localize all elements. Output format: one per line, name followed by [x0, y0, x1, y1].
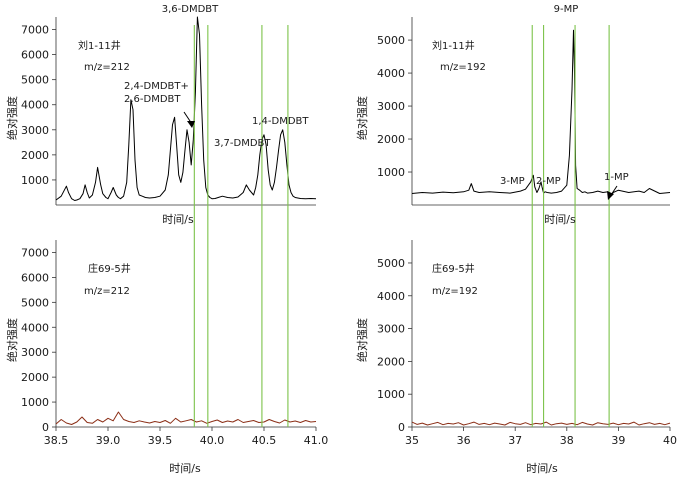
- br-xlabel: 时间/s: [526, 462, 558, 475]
- bottom-left-xtick-label: 41.0: [304, 434, 329, 447]
- bottom-right-ytick-label: 0: [398, 421, 405, 434]
- bottom-left-ytick-label: 1000: [21, 396, 49, 409]
- arrow-24-26-head: [187, 121, 195, 128]
- bottom-right-ytick-label: 3000: [377, 323, 405, 336]
- bottom-left-xtick-label: 40.0: [200, 434, 225, 447]
- bl-ylabel: 绝对强度: [5, 318, 19, 362]
- top-left-ytick-label: 6000: [21, 49, 49, 62]
- bottom-right-xtick-label: 38: [560, 434, 574, 447]
- tr-ann-1mp: 1-MP: [604, 172, 629, 183]
- top-left-ytick-label: 4000: [21, 99, 49, 112]
- br-ylabel: 绝对强度: [355, 318, 369, 362]
- bottom-right-ytick-label: 1000: [377, 388, 405, 401]
- tr-xlabel: 时间/s: [544, 213, 576, 226]
- bl-sample: 庄69-5井: [88, 262, 131, 275]
- bottom-right-xtick-label: 40: [663, 434, 677, 447]
- bottom-right-xtick-label: 37: [508, 434, 522, 447]
- top-right-ytick-label: 3000: [377, 100, 405, 113]
- tl-ann-14: 1,4-DMDBT: [252, 116, 309, 127]
- bottom-left-ytick-label: 4000: [21, 321, 49, 334]
- bl-mz: m/z=212: [84, 286, 130, 297]
- arrow-1mp-head: [607, 191, 614, 200]
- bottom-right-xtick-label: 39: [611, 434, 625, 447]
- bottom-left-xtick-label: 39.0: [96, 434, 121, 447]
- top-right-ytick-label: 4000: [377, 67, 405, 80]
- tl-ann-24: 2,4-DMDBT+: [124, 81, 189, 92]
- bottom-left-ytick-label: 6000: [21, 271, 49, 284]
- bottom-left-ytick-label: 2000: [21, 371, 49, 384]
- bottom-right-ytick-label: 4000: [377, 290, 405, 303]
- tl-xlabel: 时间/s: [162, 213, 194, 226]
- tl-mz: m/z=212: [84, 62, 130, 73]
- top-left-ytick-label: 7000: [21, 24, 49, 37]
- bottom-left-ytick-label: 7000: [21, 246, 49, 259]
- bottom-right-ytick-label: 5000: [377, 257, 405, 270]
- tl-ann-36: 3,6-DMDBT: [162, 4, 219, 15]
- top-left-ytick-label: 2000: [21, 149, 49, 162]
- br-sample: 庄69-5井: [432, 262, 475, 275]
- tr-sample: 刘1-11井: [432, 39, 475, 52]
- tr-mz: m/z=192: [440, 62, 486, 73]
- bottom-right-xtick-label: 35: [405, 434, 419, 447]
- br-mz: m/z=192: [432, 286, 478, 297]
- tr-ann-9mp: 9-MP: [554, 4, 579, 15]
- top-right-ytick-label: 2000: [377, 133, 405, 146]
- bottom-left-xtick-label: 40.5: [252, 434, 277, 447]
- tr-ylabel: 绝对强度: [355, 96, 369, 140]
- bottom-left-ytick-label: 0: [42, 421, 49, 434]
- bottom-right-xtick-label: 36: [457, 434, 471, 447]
- bl-xlabel: 时间/s: [169, 462, 201, 475]
- bottom-right-ytick-label: 2000: [377, 355, 405, 368]
- top-left-ytick-label: 3000: [21, 124, 49, 137]
- bottom-left-ytick-label: 5000: [21, 296, 49, 309]
- tl-ann-26: 2,6-DMDBT: [124, 94, 181, 105]
- bottom-left-ytick-label: 3000: [21, 346, 49, 359]
- top-right-ytick-label: 1000: [377, 166, 405, 179]
- tl-ann-37: 3,7-DMDBT: [214, 138, 271, 149]
- tl-ylabel: 绝对强度: [5, 96, 19, 140]
- tl-sample: 刘1-11井: [78, 39, 121, 52]
- top-left-series-line: [55, 16, 317, 201]
- top-left-ytick-label: 1000: [21, 174, 49, 187]
- bottom-left-xtick-label: 38.5: [44, 434, 69, 447]
- top-right-ytick-label: 5000: [377, 34, 405, 47]
- top-left-ytick-label: 5000: [21, 74, 49, 87]
- tr-ann-3mp: 3-MP: [500, 176, 525, 187]
- tr-ann-2mp: 2-MP: [536, 176, 561, 187]
- bottom-right-series-line: [411, 421, 671, 426]
- bottom-left-series-line: [55, 411, 317, 425]
- top-right-series-line: [411, 29, 671, 196]
- bottom-left-xtick-label: 39.5: [148, 434, 173, 447]
